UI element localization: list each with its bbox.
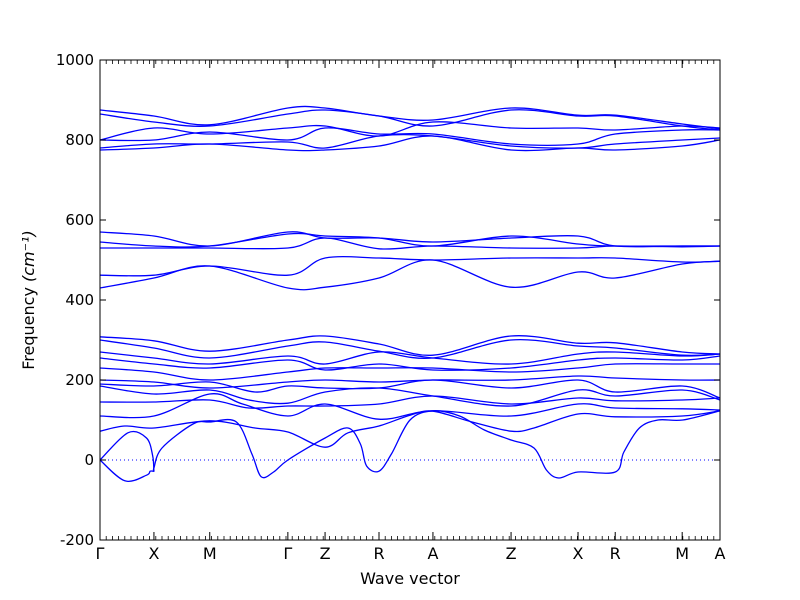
- kpoint-label: M: [203, 544, 217, 563]
- band-line-6: [100, 379, 720, 399]
- kpoint-label: Γ: [283, 544, 292, 563]
- y-tick-label: 800: [65, 131, 94, 149]
- kpoint-label: A: [427, 544, 438, 563]
- kpoint-label: M: [675, 544, 689, 563]
- y-tick-label: 400: [65, 291, 94, 309]
- band-line-9: [100, 355, 720, 371]
- band-line-1: [100, 430, 155, 472]
- y-tick-label: 1000: [56, 51, 94, 69]
- band-line-20: [100, 127, 720, 146]
- band-line-19: [100, 133, 720, 149]
- kpoint-label: R: [610, 544, 621, 563]
- kpoint-label: Z: [506, 544, 517, 563]
- band-lines: [100, 105, 720, 482]
- band-line-12: [100, 335, 720, 356]
- band-line-2: [100, 410, 720, 448]
- band-line-22: [100, 109, 720, 131]
- y-axis-label: Frequency (cm⁻¹): [19, 230, 38, 369]
- band-line-7: [100, 375, 720, 389]
- y-tick-label: 0: [84, 451, 94, 469]
- band-line-23: [100, 105, 720, 130]
- kpoint-label: Γ: [96, 544, 105, 563]
- band-line-21: [100, 121, 720, 141]
- y-tick-label: -200: [60, 531, 94, 549]
- plot-frame: [99, 59, 721, 541]
- band-line-0: [100, 410, 720, 482]
- y-tick-label: 600: [65, 211, 94, 229]
- x-axis-label: Wave vector: [360, 569, 460, 588]
- band-line-10: [100, 351, 720, 365]
- y-axis-label-unit: (cm⁻¹): [19, 230, 38, 282]
- kpoint-label: Z: [320, 544, 331, 563]
- kpoint-label: R: [373, 544, 384, 563]
- kpoint-label: A: [715, 544, 726, 563]
- band-line-17: [100, 231, 720, 248]
- band-line-3: [100, 393, 720, 420]
- kpoint-label: X: [148, 544, 159, 563]
- band-line-4: [100, 395, 720, 409]
- kpoint-label: X: [573, 544, 584, 563]
- band-line-11: [100, 338, 720, 360]
- y-tick-label: 200: [65, 371, 94, 389]
- minor-ticks: [105, 60, 715, 540]
- y-axis-label-text: Frequency: [19, 287, 38, 370]
- band-line-14: [100, 255, 720, 277]
